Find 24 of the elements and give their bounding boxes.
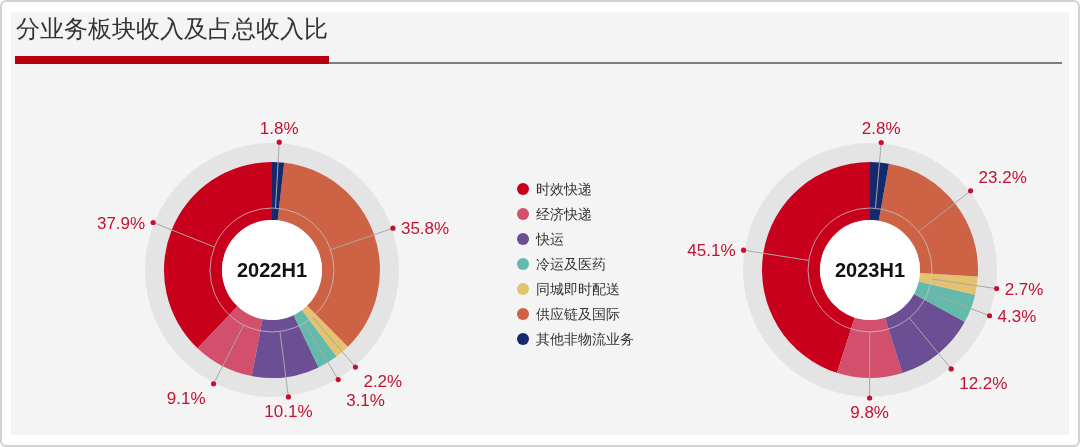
chart-title: 分业务板块收入及占总收入比 xyxy=(16,15,328,42)
legend-label: 其他非物流业务 xyxy=(536,331,634,347)
legend-label: 快运 xyxy=(535,231,564,247)
data-label: 45.1% xyxy=(687,241,736,261)
data-label: 2.7% xyxy=(1004,279,1044,299)
data-label: 4.3% xyxy=(997,306,1037,326)
slice-label: 2023H1 xyxy=(834,259,906,281)
slice-label: 2022H1 xyxy=(236,259,308,281)
legend-label: 冷运及医药 xyxy=(536,256,606,272)
data-label: 1.8% xyxy=(259,119,299,139)
data-label: 9.8% xyxy=(850,403,889,422)
data-label: 2.2% xyxy=(363,372,403,392)
legend-label: 同城即时配送 xyxy=(536,281,620,297)
data-label: 23.2% xyxy=(978,167,1027,187)
data-label: 9.1% xyxy=(166,388,206,408)
data-label: 12.2% xyxy=(959,373,1008,393)
data-label: 3.1% xyxy=(346,391,385,411)
data-label: 37.9% xyxy=(96,213,146,233)
data-label: 35.8% xyxy=(400,219,450,239)
data-label: 10.1% xyxy=(264,401,313,421)
legend-label: 经济快递 xyxy=(536,206,592,222)
legend-label: 时效快递 xyxy=(536,181,592,197)
data-label: 2.8% xyxy=(861,119,901,139)
legend-label: 供应链及国际 xyxy=(536,306,620,322)
